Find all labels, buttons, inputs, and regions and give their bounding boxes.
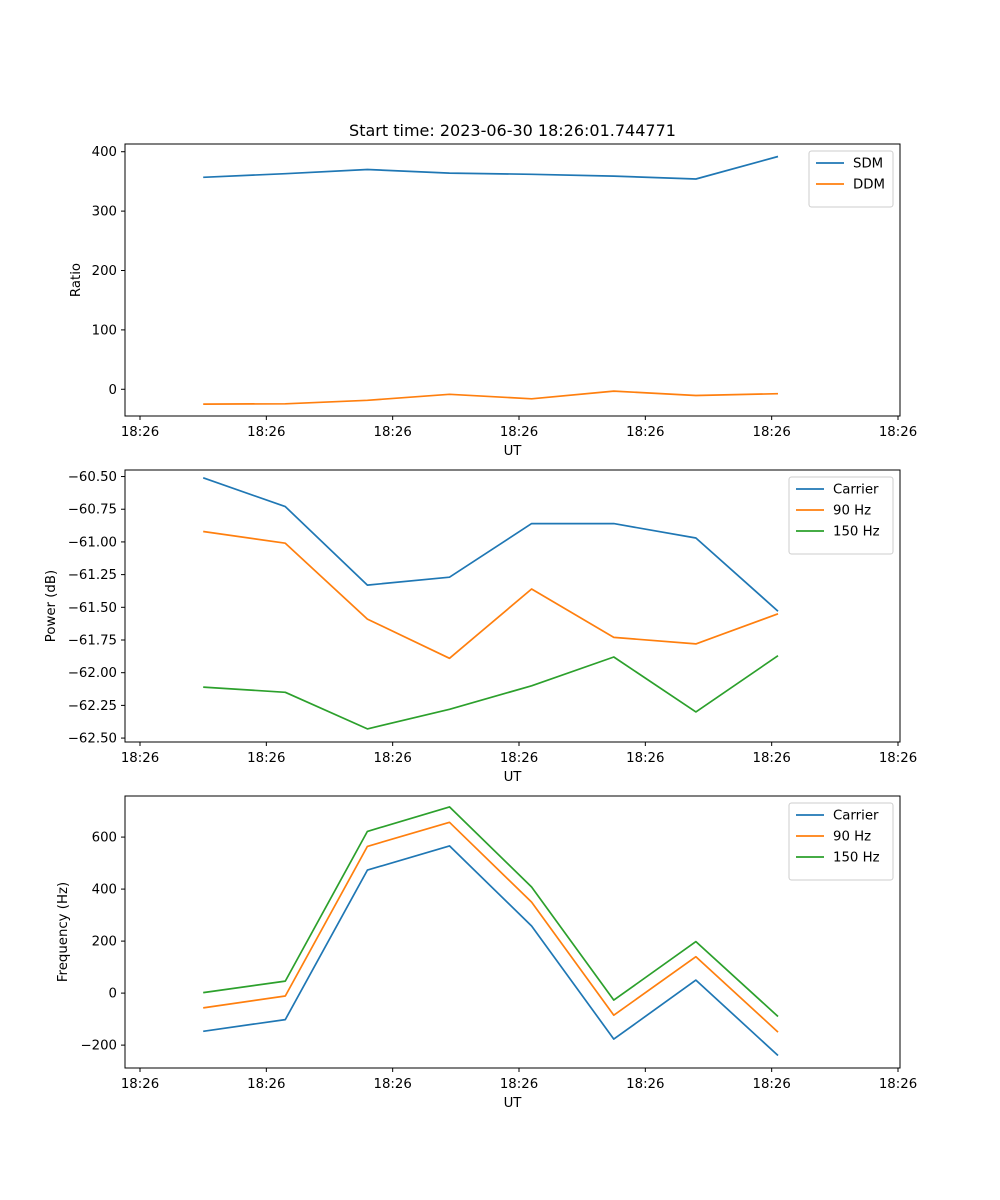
legend-label: Carrier xyxy=(833,483,879,498)
x-axis-label: UT xyxy=(504,1096,523,1111)
x-tick-label: 18:26 xyxy=(500,1077,538,1092)
y-tick-label: 400 xyxy=(92,145,117,160)
x-tick-label: 18:26 xyxy=(626,751,664,766)
series-line-150-hz xyxy=(203,806,779,1018)
x-tick-label: 18:26 xyxy=(500,751,538,766)
subplot-2: 18:2618:2618:2618:2618:2618:2618:2618:27… xyxy=(44,469,917,785)
y-axis-label: Ratio xyxy=(69,263,84,297)
y-tick-label: 100 xyxy=(92,323,117,338)
subplot-1: 18:2618:2618:2618:2618:2618:2618:2618:27… xyxy=(69,143,917,459)
y-tick-label: −62.25 xyxy=(68,699,117,714)
legend-label: 90 Hz xyxy=(833,830,871,845)
legend-label: 150 Hz xyxy=(833,525,880,540)
y-tick-label: −62.50 xyxy=(68,732,117,747)
series-line-90-hz xyxy=(203,821,779,1033)
series-line-90-hz xyxy=(203,530,779,660)
plot-frame xyxy=(124,795,901,1069)
y-axis-label: Frequency (Hz) xyxy=(56,882,71,982)
y-tick-label: 200 xyxy=(92,935,117,950)
x-tick-label: 18:26 xyxy=(753,1077,791,1092)
series-line-sdm xyxy=(203,155,779,180)
series-line-carrier xyxy=(202,476,779,612)
x-tick-label: 18:26 xyxy=(879,1077,917,1092)
series-line-ddm xyxy=(203,390,779,405)
legend-box xyxy=(788,802,894,881)
y-tick-label: −61.75 xyxy=(68,634,117,649)
x-tick-label: 18:26 xyxy=(374,425,412,440)
y-tick-label: −60.75 xyxy=(68,503,117,518)
plot-frame xyxy=(124,143,901,417)
plot-frame xyxy=(124,469,901,743)
x-tick-label: 18:26 xyxy=(374,1077,412,1092)
y-tick-label: 0 xyxy=(109,987,117,1002)
y-axis-label: Power (dB) xyxy=(44,570,59,642)
x-tick-label: 18:26 xyxy=(879,425,917,440)
legend: Carrier 90 Hz 150 Hz xyxy=(788,802,894,881)
legend-label: 90 Hz xyxy=(833,504,871,519)
y-tick-label: 300 xyxy=(92,205,117,220)
legend: Carrier 90 Hz 150 Hz xyxy=(788,476,894,555)
x-tick-label: 18:26 xyxy=(247,1077,285,1092)
x-tick-label: 18:26 xyxy=(626,425,664,440)
y-tick-label: 0 xyxy=(109,383,117,398)
x-tick-label: 18:26 xyxy=(247,751,285,766)
chart-title: Start time: 2023-06-30 18:26:01.744771 xyxy=(349,121,676,140)
y-tick-label: 200 xyxy=(92,264,117,279)
series-line-carrier xyxy=(203,845,779,1057)
x-tick-label: 18:26 xyxy=(374,751,412,766)
x-tick-label: 18:26 xyxy=(247,425,285,440)
x-axis-label: UT xyxy=(504,770,523,785)
series-line-150-hz xyxy=(203,654,779,730)
x-tick-label: 18:26 xyxy=(121,1077,159,1092)
x-tick-label: 18:26 xyxy=(121,425,159,440)
y-tick-label: −200 xyxy=(80,1039,117,1054)
legend: SDM DDM xyxy=(808,150,894,208)
y-tick-label: −61.50 xyxy=(68,601,117,616)
x-tick-label: 18:26 xyxy=(121,751,159,766)
legend-box xyxy=(808,150,894,208)
y-tick-label: 400 xyxy=(92,883,117,898)
x-axis-label: UT xyxy=(504,444,523,459)
subplot-3: 18:2618:2618:2618:2618:2618:2618:2618:27… xyxy=(56,795,917,1111)
x-tick-label: 18:26 xyxy=(500,425,538,440)
x-tick-label: 18:26 xyxy=(879,751,917,766)
y-tick-label: −60.50 xyxy=(68,470,117,485)
y-tick-label: −61.00 xyxy=(68,535,117,550)
x-tick-label: 18:26 xyxy=(753,751,791,766)
x-tick-label: 18:26 xyxy=(753,425,791,440)
y-tick-label: 600 xyxy=(92,831,117,846)
legend-box xyxy=(788,476,894,555)
y-tick-label: −61.25 xyxy=(68,568,117,583)
x-tick-label: 18:26 xyxy=(626,1077,664,1092)
legend-label: SDM xyxy=(853,157,883,172)
y-tick-label: −62.00 xyxy=(68,666,117,681)
legend-label: Carrier xyxy=(833,809,879,824)
legend-label: 150 Hz xyxy=(833,851,880,866)
legend-label: DDM xyxy=(853,178,885,193)
